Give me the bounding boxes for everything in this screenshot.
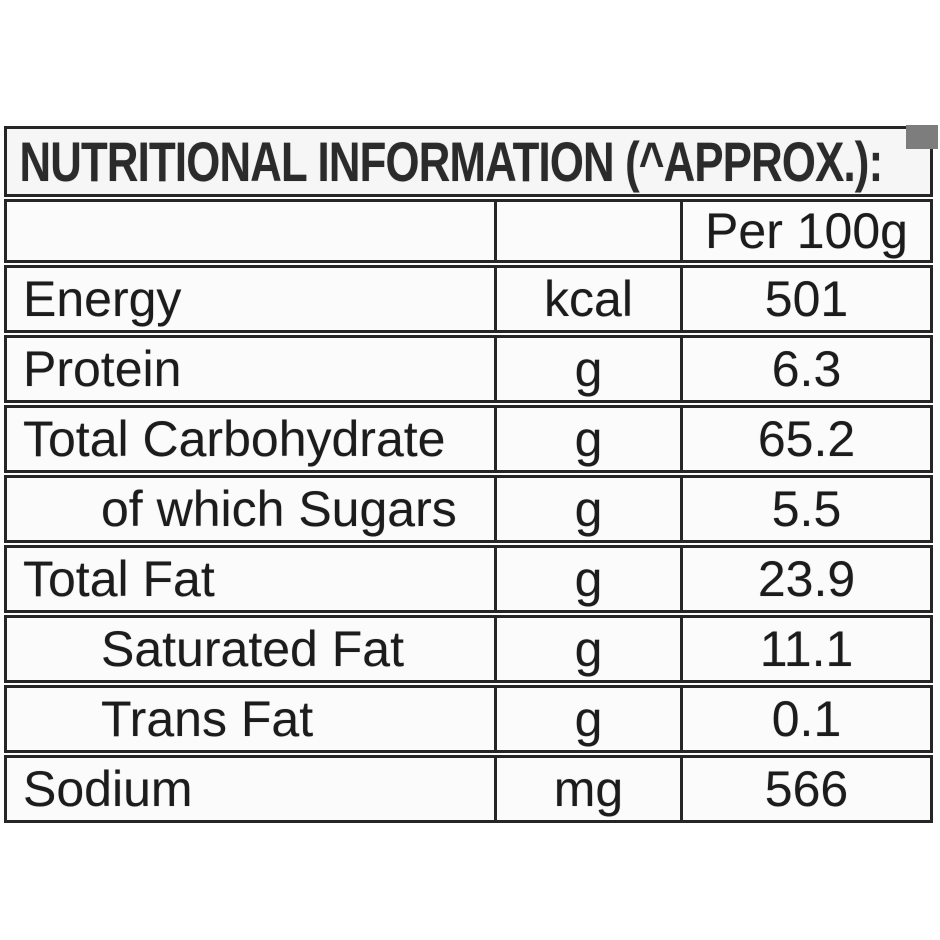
- table-row-saturated-fat: Saturated Fat g 11.1: [4, 615, 934, 683]
- nutrient-value: 501: [683, 265, 934, 333]
- nutrient-unit: mg: [497, 755, 683, 823]
- header-unit: [497, 199, 683, 263]
- nutrient-unit: g: [497, 685, 683, 753]
- nutrition-label: NUTRITIONAL INFORMATION (^APPROX.): Per …: [4, 124, 938, 825]
- corner-square-decoration: [906, 125, 938, 149]
- nutrient-unit: g: [497, 475, 683, 543]
- header-nutrient: [4, 199, 497, 263]
- nutrition-table: NUTRITIONAL INFORMATION (^APPROX.): Per …: [4, 124, 934, 825]
- nutrient-name: Energy: [4, 265, 497, 333]
- nutrient-unit: g: [497, 545, 683, 613]
- table-row-protein: Protein g 6.3: [4, 335, 934, 403]
- nutrient-value: 566: [683, 755, 934, 823]
- nutrient-value: 11.1: [683, 615, 934, 683]
- nutrient-value: 6.3: [683, 335, 934, 403]
- table-row-energy: Energy kcal 501: [4, 265, 934, 333]
- nutrient-name: Total Carbohydrate: [4, 405, 497, 473]
- nutrient-name: of which Sugars: [4, 475, 497, 543]
- table-row-sodium: Sodium mg 566: [4, 755, 934, 823]
- nutrient-value: 23.9: [683, 545, 934, 613]
- table-title: NUTRITIONAL INFORMATION (^APPROX.):: [19, 130, 883, 193]
- nutrient-name: Sodium: [4, 755, 497, 823]
- nutrient-value: 5.5: [683, 475, 934, 543]
- nutrient-name: Total Fat: [4, 545, 497, 613]
- nutrient-unit: kcal: [497, 265, 683, 333]
- nutrient-name: Protein: [4, 335, 497, 403]
- table-title-row: NUTRITIONAL INFORMATION (^APPROX.):: [4, 126, 934, 197]
- nutrient-value: 65.2: [683, 405, 934, 473]
- table-title-cell: NUTRITIONAL INFORMATION (^APPROX.):: [4, 126, 934, 197]
- table-row-trans-fat: Trans Fat g 0.1: [4, 685, 934, 753]
- table-row-total-carbohydrate: Total Carbohydrate g 65.2: [4, 405, 934, 473]
- header-per-100g: Per 100g: [683, 199, 934, 263]
- nutrient-value: 0.1: [683, 685, 934, 753]
- nutrient-unit: g: [497, 615, 683, 683]
- table-header-row: Per 100g: [4, 199, 934, 263]
- nutrient-unit: g: [497, 335, 683, 403]
- table-row-total-fat: Total Fat g 23.9: [4, 545, 934, 613]
- nutrient-name: Saturated Fat: [4, 615, 497, 683]
- table-row-sugars: of which Sugars g 5.5: [4, 475, 934, 543]
- nutrient-unit: g: [497, 405, 683, 473]
- nutrient-name: Trans Fat: [4, 685, 497, 753]
